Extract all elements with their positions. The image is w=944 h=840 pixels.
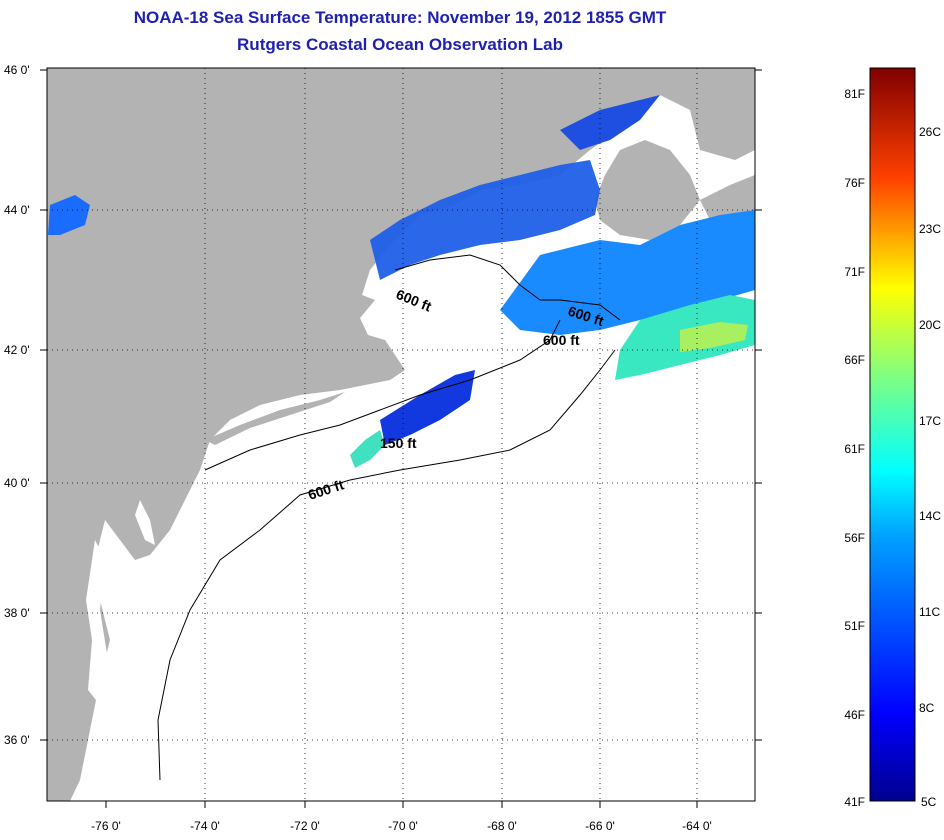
colorbar-f-label: 61F	[844, 442, 865, 456]
land-long-island	[205, 392, 345, 445]
land-mainland	[47, 68, 755, 801]
colorbar-c-label: 17C	[919, 414, 941, 428]
map-title: NOAA-18 Sea Surface Temperature: Novembe…	[133, 8, 667, 27]
graticule	[47, 68, 755, 801]
lat-label: 36 0'	[4, 733, 30, 747]
map-frame	[46, 67, 756, 802]
lat-label: 38 0'	[4, 606, 30, 620]
colorbar-f-label: 71F	[844, 265, 865, 279]
sst-warm-core	[680, 322, 748, 352]
contour-label-150ft: 150 ft	[380, 435, 417, 451]
colorbar-c-label: 14C	[919, 509, 941, 523]
sst-nova-north	[560, 95, 660, 150]
lon-label: -70 0'	[388, 819, 418, 833]
colorbar-c-label: 11C	[919, 605, 940, 619]
lat-label: 42 0'	[4, 343, 30, 357]
axis-ticks	[40, 69, 762, 808]
lat-label: 40 0'	[4, 476, 30, 490]
colorbar-f-label: 66F	[844, 353, 865, 367]
sst-scotian-shelf	[500, 210, 755, 335]
colorbar-c-label: 5C	[921, 795, 937, 809]
colorbar-f-label: 51F	[844, 619, 865, 633]
colorbar-c-label: 23C	[919, 222, 941, 236]
colorbar-f-label: 46F	[844, 708, 865, 722]
lon-label: -68 0'	[487, 819, 517, 833]
contour-label-600ft-c: 600 ft	[543, 332, 580, 348]
lon-label: -64 0'	[682, 819, 712, 833]
sst-canada-lake	[48, 195, 90, 235]
lat-label: 44 0'	[4, 203, 30, 217]
contour-600ft-shelf	[157, 349, 616, 781]
colorbar-c-label: 26C	[919, 125, 941, 139]
sst-shelf-edge	[350, 430, 385, 468]
colorbar-c-label: 20C	[919, 318, 941, 332]
lat-label: 46 0'	[4, 63, 30, 77]
colorbar-f-label: 81F	[844, 87, 865, 101]
contour-150ft	[204, 319, 561, 471]
lon-label: -74 0'	[190, 819, 220, 833]
lon-label: -66 0'	[585, 819, 615, 833]
colorbar-c-label: 8C	[919, 701, 935, 715]
chesapeake-bay	[86, 540, 108, 700]
land-nova-scotia	[595, 140, 700, 240]
colorbar-f-label: 76F	[844, 176, 865, 190]
lon-label: -72 0'	[290, 819, 320, 833]
lon-label: -76 0'	[91, 819, 121, 833]
map-subtitle: Rutgers Coastal Ocean Observation Lab	[237, 35, 563, 54]
colorbar-f-label: 41F	[844, 795, 865, 809]
sst-gulf-of-maine	[370, 160, 600, 280]
sst-georges-bank	[380, 370, 475, 445]
contour-gulf-maine	[394, 254, 621, 321]
colorbar-f-label: 56F	[844, 531, 865, 545]
map-panel: 600 ft 600 ft 600 ft 150 ft 600 ft	[47, 68, 755, 801]
colorbar	[869, 67, 916, 802]
delaware-bay	[135, 500, 155, 545]
